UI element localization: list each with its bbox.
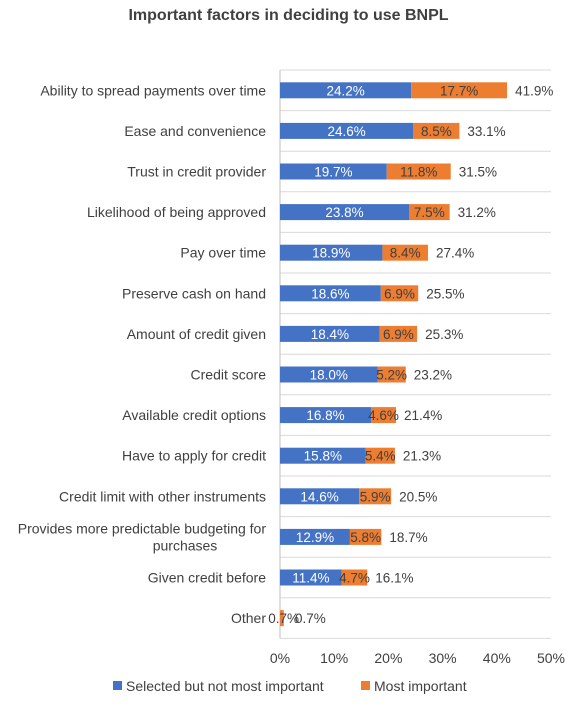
bar-most-important <box>386 163 451 180</box>
bar-selected <box>280 407 372 424</box>
x-tick-label: 30% <box>429 650 457 666</box>
category-label: purchases <box>153 537 218 553</box>
total-label: 0.7% <box>295 611 326 626</box>
category-label: Trust in credit provider <box>127 164 266 180</box>
bar-selected <box>280 447 366 464</box>
total-label: 21.3% <box>403 449 441 464</box>
x-tick-label: 50% <box>537 650 565 666</box>
bar-selected <box>280 122 414 139</box>
data-label-most-important: 7.5% <box>414 205 445 220</box>
total-label: 31.5% <box>459 165 497 180</box>
total-label: 25.3% <box>425 327 463 342</box>
category-label: Credit limit with other instruments <box>59 488 266 504</box>
data-label-most-important: 5.4% <box>365 449 396 464</box>
total-label: 21.4% <box>404 408 442 423</box>
bar-most-important <box>413 122 460 139</box>
data-label-most-important: 5.2% <box>376 368 407 383</box>
bar-selected <box>280 528 350 545</box>
x-tick-label: 20% <box>374 650 402 666</box>
total-label: 16.1% <box>375 571 413 586</box>
bar-most-important <box>379 325 418 342</box>
data-label-most-important: 11.8% <box>400 165 437 180</box>
category-label: Provides more predictable budgeting for <box>18 520 267 536</box>
legend-swatch-most-important <box>361 681 370 690</box>
category-label: Given credit before <box>148 570 266 586</box>
data-label-selected: 24.6% <box>328 124 366 139</box>
data-label-selected: 19.7% <box>314 165 352 180</box>
data-label-most-important: 17.7% <box>440 83 478 98</box>
bar-most-important <box>377 366 406 383</box>
bar-selected <box>280 325 380 342</box>
chart-title: Important factors in deciding to use BNP… <box>128 7 449 24</box>
data-label-selected: 11.4% <box>292 571 329 586</box>
category-label: Pay over time <box>180 245 266 261</box>
category-label: Credit score <box>191 367 267 383</box>
data-label-selected: 18.4% <box>311 327 349 342</box>
data-label-most-important: 4.6% <box>368 408 399 423</box>
x-tick-label: 40% <box>483 650 511 666</box>
data-label-most-important: 5.9% <box>360 489 391 504</box>
category-label: Preserve cash on hand <box>122 285 266 301</box>
legend-swatch-selected <box>113 681 122 690</box>
bar-selected <box>280 163 387 180</box>
total-label: 25.5% <box>426 286 464 301</box>
category-label: Ease and convenience <box>124 123 266 139</box>
data-label-selected: 16.8% <box>306 408 344 423</box>
x-tick-label: 10% <box>320 650 348 666</box>
bar-most-important <box>411 82 508 99</box>
bar-selected <box>280 244 383 261</box>
bar-most-important <box>365 447 395 464</box>
data-label-selected: 15.8% <box>304 449 342 464</box>
data-label-most-important: 6.9% <box>384 286 415 301</box>
data-label-selected: 23.8% <box>325 205 363 220</box>
total-label: 18.7% <box>389 530 427 545</box>
data-label-selected: 24.2% <box>326 83 364 98</box>
bar-most-important <box>380 285 419 302</box>
legend-label-most-important: Most important <box>374 678 467 694</box>
data-label-selected: 18.6% <box>311 286 349 301</box>
bar-most-important <box>408 204 450 221</box>
data-label-selected: 18.9% <box>312 246 350 261</box>
bar-most-important <box>341 569 368 586</box>
data-label-selected: 14.6% <box>300 489 338 504</box>
data-label-most-important: 4.7% <box>339 571 370 586</box>
data-label-most-important: 8.4% <box>390 246 421 261</box>
legend-label-selected: Selected but not most important <box>126 678 324 694</box>
total-label: 31.2% <box>458 205 496 220</box>
bar-selected <box>280 488 360 505</box>
bar-most-important <box>280 610 284 627</box>
total-label: 23.2% <box>414 368 452 383</box>
bar-most-important <box>371 407 396 424</box>
x-tick-label: 0% <box>270 650 290 666</box>
total-label: 41.9% <box>515 83 553 98</box>
bar-selected <box>280 204 409 221</box>
data-label-most-important: 5.8% <box>350 530 381 545</box>
bar-most-important <box>382 244 428 261</box>
total-label: 33.1% <box>467 124 505 139</box>
category-label: Amount of credit given <box>127 326 266 342</box>
category-label: Have to apply for credit <box>122 448 266 464</box>
total-label: 20.5% <box>399 489 437 504</box>
data-label-selected: 12.9% <box>296 530 334 545</box>
category-label: Available credit options <box>122 407 266 423</box>
data-label-selected: 0.7% <box>268 611 299 626</box>
bar-selected <box>280 82 412 99</box>
total-label: 27.4% <box>436 246 474 261</box>
data-label-most-important: 6.9% <box>383 327 414 342</box>
category-label: Other <box>231 610 266 626</box>
data-label-selected: 18.0% <box>310 368 348 383</box>
bar-most-important <box>359 488 392 505</box>
bar-selected <box>280 569 342 586</box>
category-label: Likelihood of being approved <box>87 204 266 220</box>
bar-selected <box>280 366 378 383</box>
category-label: Ability to spread payments over time <box>40 82 266 98</box>
data-label-most-important: 8.5% <box>421 124 452 139</box>
bar-most-important <box>349 528 382 545</box>
bar-selected <box>280 285 381 302</box>
